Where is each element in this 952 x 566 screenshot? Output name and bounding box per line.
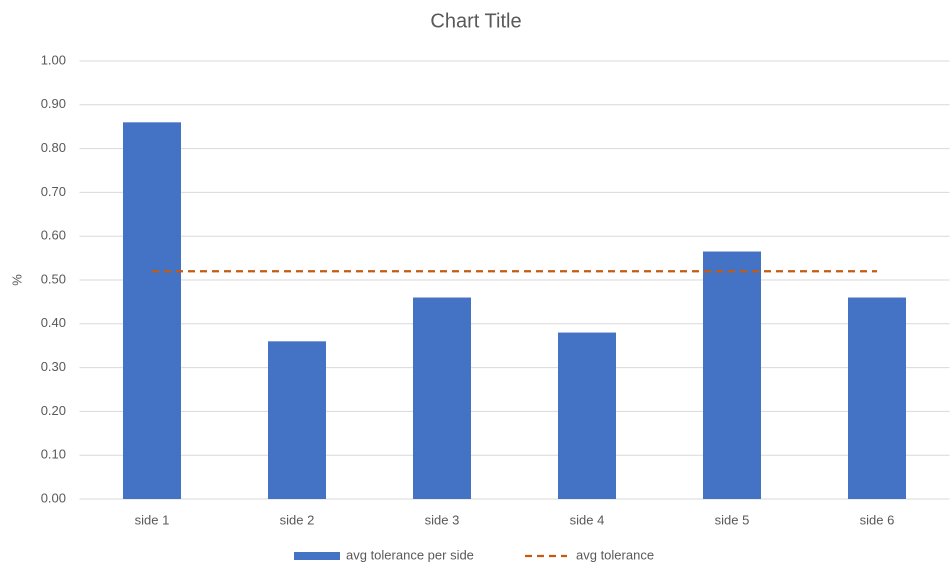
x-tick-label: side 1 xyxy=(135,512,170,527)
y-tick-label: 0.50 xyxy=(41,271,66,286)
y-tick-label: 0.40 xyxy=(41,315,66,330)
bar xyxy=(413,297,471,499)
bar xyxy=(558,332,616,499)
bar xyxy=(703,251,761,499)
chart-title: Chart Title xyxy=(430,10,521,32)
y-tick-label: 0.70 xyxy=(41,184,66,199)
bar xyxy=(848,297,906,499)
x-tick-label: side 6 xyxy=(860,512,895,527)
legend-label: avg tolerance per side xyxy=(346,547,474,562)
bar xyxy=(123,122,181,499)
y-tick-label: 0.10 xyxy=(41,447,66,462)
legend-label: avg tolerance xyxy=(576,547,654,562)
y-tick-label: 0.90 xyxy=(41,96,66,111)
y-axis-label: % xyxy=(9,274,24,286)
y-tick-label: 0.20 xyxy=(41,403,66,418)
y-tick-label: 0.60 xyxy=(41,228,66,243)
x-tick-label: side 5 xyxy=(715,512,750,527)
y-tick-label: 0.00 xyxy=(41,490,66,505)
legend-swatch xyxy=(294,552,340,560)
y-tick-label: 1.00 xyxy=(41,52,66,67)
y-tick-label: 0.80 xyxy=(41,140,66,155)
x-tick-label: side 3 xyxy=(425,512,460,527)
x-tick-label: side 2 xyxy=(280,512,315,527)
bar xyxy=(268,341,326,499)
x-tick-label: side 4 xyxy=(570,512,605,527)
y-tick-label: 0.30 xyxy=(41,359,66,374)
